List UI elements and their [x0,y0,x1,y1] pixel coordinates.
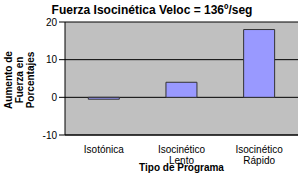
svg-text:-10: -10 [43,130,58,141]
html-text:Fuerza Isocinética Veloc = 136: Fuerza Isocinética Veloc = 136º/seg [51,3,253,17]
html-text:Tipo de Programa: Tipo de Programa [139,162,224,173]
svg-text:IsocinéticoLento: IsocinéticoLento [158,144,206,166]
svg-text:Aumento deFuerza enPorcentajes: Aumento deFuerza enPorcentajes [8,51,36,109]
svg-text:0: 0 [51,92,57,103]
svg-text:20: 20 [46,17,58,28]
svg-text:10: 10 [46,54,58,65]
svg-text:IsocinéticoRápido: IsocinéticoRápido [236,144,284,166]
svg-text:Isotónica: Isotónica [84,144,124,155]
